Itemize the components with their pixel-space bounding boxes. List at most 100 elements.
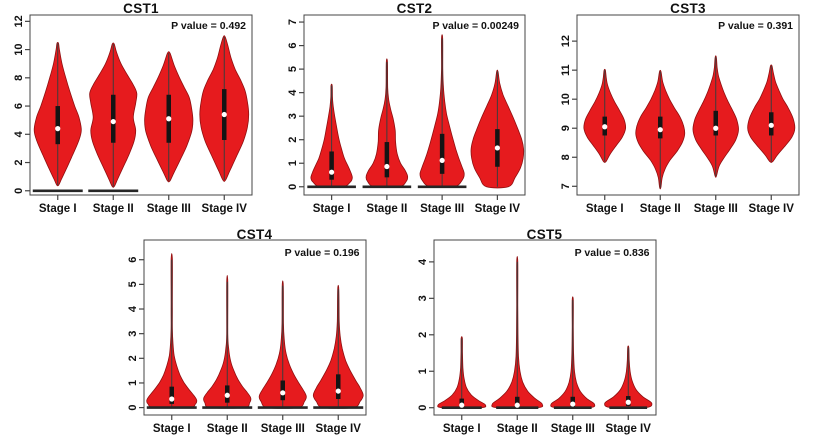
y-tick-label: 0	[287, 184, 299, 190]
p-value-label-cst1: P value = 0.492	[171, 20, 246, 32]
y-tick-label: 6	[126, 257, 138, 263]
y-tick-label: 11	[560, 64, 572, 76]
panel-cst1: CST1 P value = 0.492 0 2 4 6 8 10 12 Stage I Sta…	[0, 0, 274, 222]
panel-cst4: CST4 P value = 0.196 0 1 2 3 4 5 6 Stage I Stage…	[121, 222, 411, 443]
plot-frame	[433, 239, 656, 416]
x-tick-label: Stage I	[442, 423, 480, 435]
y-tick-label: 0	[416, 405, 428, 411]
x-tick-label: Stage III	[550, 423, 594, 435]
median-dot	[168, 396, 174, 402]
median-dot	[494, 145, 500, 151]
x-tick-label: Stage I	[39, 203, 77, 215]
panel-cst3: CST3 P value = 0.391 7 8 9 10 11 12 Stage I Sta…	[547, 0, 821, 222]
x-tick-label: Stage II	[206, 423, 247, 435]
x-tick-label: Stage III	[260, 423, 304, 435]
p-value-label-cst4: P value = 0.196	[284, 247, 360, 259]
y-tick-label: 1	[126, 380, 138, 386]
panel-title-cst1: CST1	[123, 1, 159, 16]
median-dot	[110, 118, 116, 125]
y-tick-label: 2	[13, 159, 25, 165]
y-tick-label: 4	[287, 89, 299, 96]
y-tick-label: 2	[126, 355, 138, 361]
x-tick-label: Stage III	[147, 203, 191, 215]
panel-title-cst4: CST4	[236, 227, 273, 242]
x-tick-label: Stage II	[93, 203, 134, 215]
x-tick-label: Stage II	[496, 423, 537, 435]
plot-frame	[143, 239, 366, 416]
panel-title-cst5: CST5	[526, 227, 563, 242]
y-tick-label: 7	[287, 19, 299, 25]
y-tick-label: 2	[287, 137, 299, 143]
median-dot	[224, 392, 230, 398]
plot-frame	[29, 14, 253, 196]
median-dot	[768, 122, 774, 128]
y-tick-label: 4	[126, 305, 138, 312]
median-dot	[384, 163, 390, 170]
y-tick-label: 3	[287, 113, 299, 119]
p-value-label-cst2: P value = 0.00249	[432, 20, 519, 32]
median-dot	[55, 126, 61, 132]
x-tick-label: Stage II	[366, 203, 407, 215]
x-tick-label: Stage I	[152, 423, 190, 435]
violin-plot-cst5: 0 1 2 3 4 Stage I Stage II Stage III Stage IV	[416, 239, 656, 435]
x-tick-label: Stage IV	[202, 203, 248, 215]
x-tick-label: Stage IV	[605, 423, 651, 435]
y-tick-label: 2	[416, 332, 428, 338]
y-tick-label: 4	[13, 130, 25, 137]
y-tick-label: 10	[13, 43, 25, 55]
median-dot	[221, 111, 227, 118]
y-tick-label: 6	[287, 43, 299, 49]
plot-frame	[303, 14, 526, 196]
y-tick-label: 9	[560, 125, 572, 131]
violin-plot-cst3: 7 8 9 10 11 12 Stage I Stage II Stage III Stage I…	[560, 14, 800, 215]
x-tick-label: Stage IV	[749, 203, 795, 215]
median-dot	[625, 399, 631, 405]
median-dot	[713, 125, 719, 131]
x-tick-label: Stage II	[640, 203, 681, 215]
violin-plot-cst4: 0 1 2 3 4 5 6 Stage I Stage II Stage III Stage IV	[126, 239, 366, 435]
median-dot	[657, 127, 663, 133]
plot-frame	[576, 14, 800, 196]
median-dot	[458, 402, 464, 408]
violin-plot-cst2: 0 1 2 3 4 5 6 7 Stage I Stage II Stage III Stage IV	[287, 14, 526, 215]
y-tick-label: 12	[560, 35, 572, 47]
y-tick-label: 12	[13, 15, 25, 27]
median-dot	[439, 157, 445, 164]
y-tick-label: 8	[560, 154, 572, 160]
y-tick-label: 3	[126, 331, 138, 337]
x-tick-label: Stage I	[313, 203, 351, 215]
x-tick-label: Stage IV	[315, 423, 361, 435]
y-tick-label: 0	[126, 405, 138, 411]
y-tick-label: 1	[287, 160, 299, 166]
x-tick-label: Stage IV	[475, 203, 521, 215]
median-dot	[569, 401, 575, 407]
y-tick-label: 4	[416, 258, 428, 265]
panel-cst5: CST5 P value = 0.836 0 1 2 3 4 Stage I Stage I…	[411, 222, 701, 443]
figure-row-bottom: CST4 P value = 0.196 0 1 2 3 4 5 6 Stage I Stage…	[0, 222, 821, 443]
median-dot	[602, 124, 608, 130]
y-tick-label: 5	[287, 66, 299, 72]
x-tick-label: Stage III	[694, 203, 738, 215]
y-tick-label: 6	[13, 103, 25, 109]
y-tick-label: 10	[560, 93, 572, 105]
panel-cst2: CST2 P value = 0.00249 0 1 2 3 4 5 6 7 Stage I St…	[274, 0, 547, 222]
p-value-label-cst5: P value = 0.836	[574, 247, 650, 259]
p-value-label-cst3: P value = 0.391	[718, 20, 793, 32]
median-dot	[335, 388, 341, 394]
y-tick-label: 8	[13, 75, 25, 81]
median-dot	[514, 402, 520, 408]
y-tick-label: 3	[416, 295, 428, 301]
median-dot	[166, 116, 172, 122]
figure-row-top: CST1 P value = 0.492 0 2 4 6 8 10 12 Stage I Sta…	[0, 0, 821, 222]
median-dot	[279, 390, 285, 396]
y-tick-label: 1	[416, 368, 428, 374]
panel-title-cst2: CST2	[396, 1, 433, 16]
y-tick-label: 0	[13, 188, 25, 194]
x-tick-label: Stage I	[586, 203, 624, 215]
x-tick-label: Stage III	[420, 203, 464, 215]
median-dot	[329, 169, 335, 175]
y-tick-label: 7	[560, 183, 572, 189]
y-tick-label: 5	[126, 281, 138, 287]
violin-plot-cst1: 0 2 4 6 8 10 12 Stage I Stage II Stage III Stage I…	[13, 14, 253, 215]
